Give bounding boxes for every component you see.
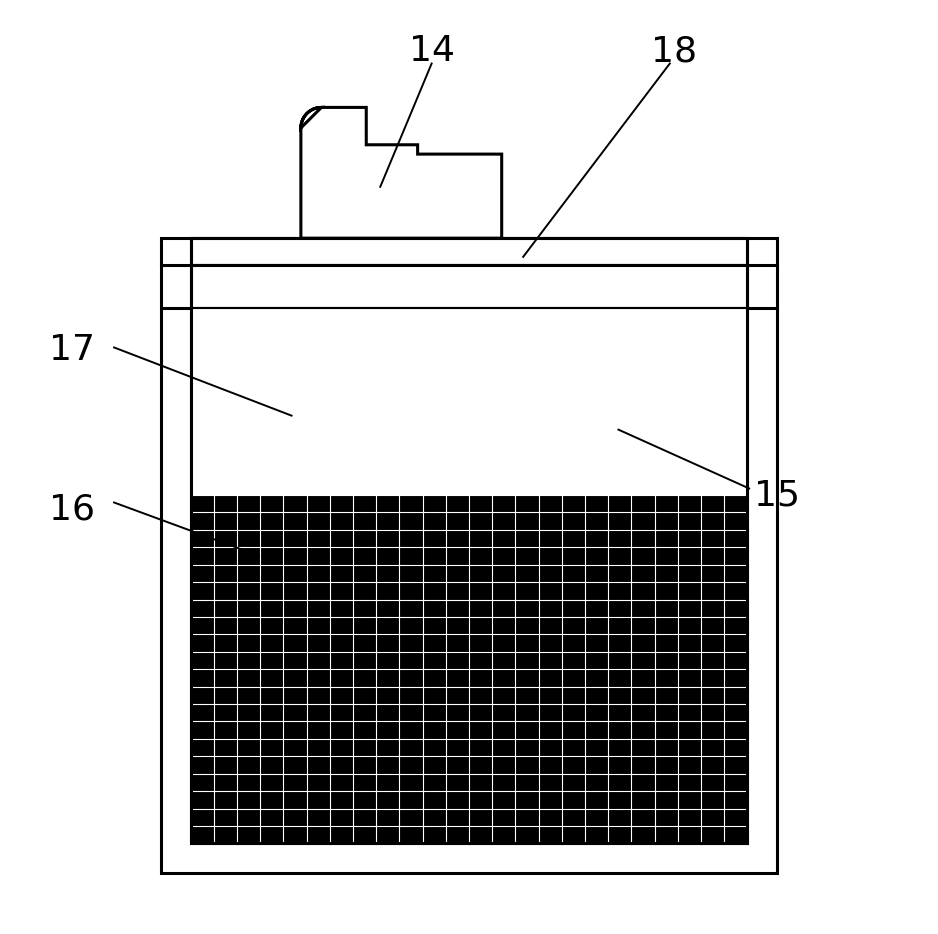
Bar [160,238,778,873]
Polygon shape [301,107,502,238]
Text: 18: 18 [651,35,698,68]
Text: 17: 17 [49,333,95,367]
Text: 16: 16 [49,492,95,526]
Bar [190,495,748,843]
Text: 14: 14 [409,35,455,68]
Bar [190,308,748,495]
Text: 15: 15 [754,478,800,512]
Bar [190,238,748,843]
Bar [190,238,748,843]
